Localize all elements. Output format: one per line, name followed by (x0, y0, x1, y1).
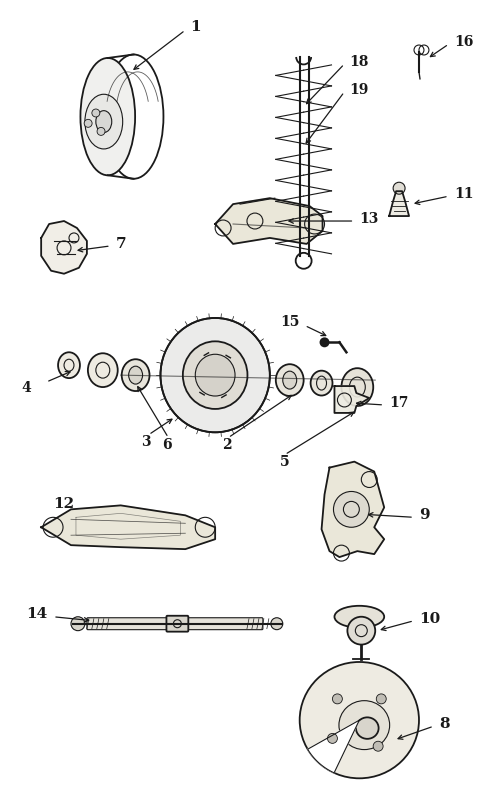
Ellipse shape (338, 701, 389, 749)
Circle shape (97, 128, 105, 136)
Ellipse shape (160, 318, 269, 433)
Text: 12: 12 (53, 497, 74, 512)
Ellipse shape (334, 606, 383, 628)
Ellipse shape (58, 352, 80, 378)
Text: 8: 8 (438, 717, 449, 731)
Ellipse shape (96, 111, 111, 132)
Text: 15: 15 (279, 315, 299, 330)
Ellipse shape (282, 371, 296, 389)
Ellipse shape (88, 354, 118, 387)
Polygon shape (334, 386, 368, 413)
Ellipse shape (195, 354, 235, 396)
Circle shape (84, 120, 92, 128)
Text: 2: 2 (222, 438, 231, 452)
Circle shape (372, 741, 382, 751)
Ellipse shape (310, 370, 332, 396)
FancyBboxPatch shape (87, 618, 262, 630)
Ellipse shape (80, 58, 135, 176)
Text: 7: 7 (116, 237, 126, 251)
Text: 16: 16 (453, 35, 472, 49)
Ellipse shape (128, 366, 142, 384)
FancyBboxPatch shape (166, 616, 188, 632)
Text: 11: 11 (453, 188, 472, 201)
Circle shape (333, 492, 368, 527)
Text: 13: 13 (359, 212, 378, 226)
Text: 10: 10 (418, 612, 439, 626)
Text: 19: 19 (348, 83, 368, 97)
Text: 17: 17 (388, 396, 408, 410)
Text: 3: 3 (140, 435, 150, 448)
Circle shape (376, 694, 385, 704)
Ellipse shape (85, 94, 122, 149)
Polygon shape (41, 221, 87, 274)
Ellipse shape (355, 717, 378, 739)
Polygon shape (321, 461, 383, 557)
Text: 4: 4 (21, 381, 31, 395)
Text: 5: 5 (279, 455, 289, 468)
Text: 1: 1 (190, 20, 200, 34)
Circle shape (71, 617, 85, 630)
Text: 14: 14 (26, 606, 47, 621)
Circle shape (319, 338, 329, 347)
Circle shape (327, 733, 337, 744)
Circle shape (91, 109, 100, 117)
Circle shape (270, 618, 282, 630)
Ellipse shape (182, 342, 247, 409)
Ellipse shape (121, 359, 149, 391)
Text: 6: 6 (162, 438, 172, 452)
Polygon shape (215, 198, 322, 244)
Polygon shape (388, 192, 408, 216)
Ellipse shape (341, 368, 373, 406)
Text: 18: 18 (348, 55, 368, 69)
Polygon shape (41, 505, 215, 549)
Circle shape (393, 182, 404, 194)
Ellipse shape (299, 662, 418, 778)
Ellipse shape (275, 364, 303, 396)
Circle shape (332, 694, 342, 704)
Text: 9: 9 (418, 508, 429, 523)
Circle shape (347, 617, 375, 645)
Polygon shape (307, 720, 359, 773)
